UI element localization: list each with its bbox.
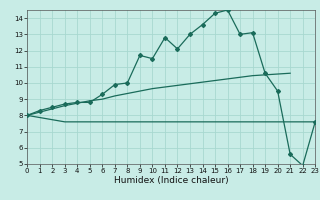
X-axis label: Humidex (Indice chaleur): Humidex (Indice chaleur) — [114, 176, 228, 185]
